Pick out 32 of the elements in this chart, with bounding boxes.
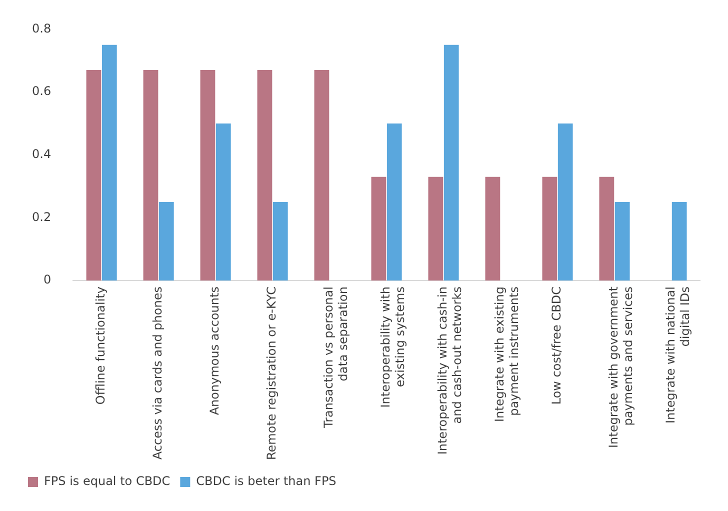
legend-label: FPS is equal to CBDC [44,474,170,488]
bar [158,202,174,281]
bar [542,176,558,281]
x-tick-label: Anonymous accounts [208,286,222,416]
bar [428,176,444,281]
bar [485,176,500,281]
bar [216,123,231,281]
y-tick-label: 0.6 [32,84,52,98]
y-tick-label: 0.2 [32,210,52,224]
x-tick-label: Remote registration or e-KYC [264,286,279,460]
bar [143,70,158,281]
bar [314,70,330,281]
bar [599,176,614,281]
bar [672,202,687,281]
x-tick-label: Access via cards and phones [150,286,165,460]
legend-label: CBDC is beter than FPS [196,474,336,488]
bar [86,70,102,281]
bar [444,44,459,281]
y-tick-label: 0.4 [32,146,52,161]
x-tick-label: Low cost/free CBDC [550,286,564,405]
bar [257,70,272,281]
bar [371,176,386,281]
bar [272,202,288,281]
bar [386,123,402,281]
x-tick-label: Transaction vs personal data separation [322,286,350,429]
y-tick-label: 0.8 [32,21,52,36]
bar [102,44,117,281]
bar [200,70,216,281]
bar [614,202,630,281]
x-tick-label: Offline functionality [94,286,108,405]
y-tick-label: 0 [43,272,52,287]
bar [558,123,573,281]
